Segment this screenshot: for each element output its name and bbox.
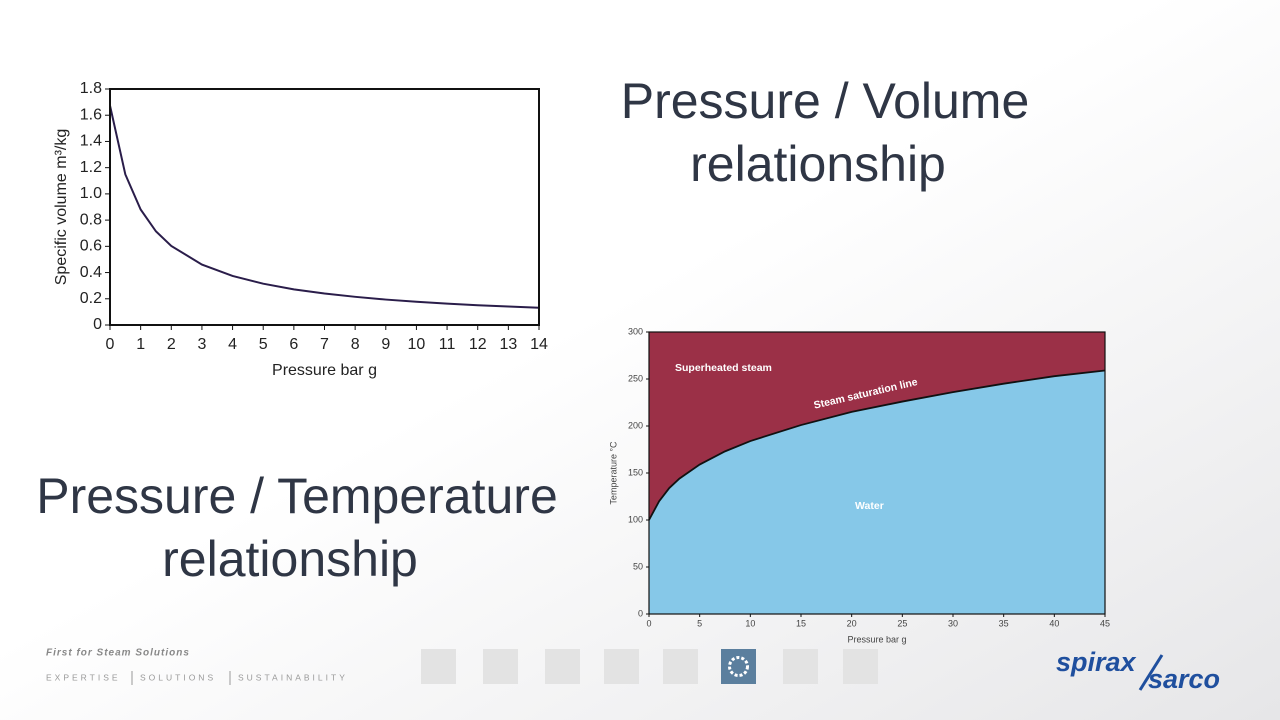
region-label: Water	[855, 500, 884, 512]
y-axis-label: Temperature °C	[608, 441, 618, 505]
y-tick-label: 300	[628, 326, 643, 336]
y-tick-label: 250	[628, 373, 643, 383]
y-tick-label: 0.8	[80, 211, 102, 228]
heading: relationship	[162, 531, 418, 587]
pillar: SOLUTIONS	[140, 672, 216, 682]
y-tick-label: 1.8	[80, 80, 102, 97]
x-tick-label: 10	[745, 618, 755, 628]
y-axis-label: Specific volume m³/kg	[53, 129, 70, 286]
x-tick-label: 10	[408, 336, 426, 353]
x-tick-label: 3	[197, 336, 206, 353]
heading: Pressure / Temperature	[36, 468, 558, 524]
x-tick-label: 15	[796, 618, 806, 628]
nav-icon[interactable]	[483, 649, 518, 684]
y-tick-label: 0	[93, 316, 102, 333]
gear-icon	[728, 656, 749, 677]
x-tick-label: 20	[847, 618, 857, 628]
y-tick-label: 1.0	[80, 185, 102, 202]
x-tick-label: 5	[697, 618, 702, 628]
x-tick-label: 11	[439, 336, 456, 353]
y-tick-label: 0.4	[80, 264, 102, 281]
saturation-line	[648, 369, 1106, 521]
x-tick-label: 7	[320, 336, 329, 353]
x-tick-label: 9	[381, 336, 390, 353]
y-tick-label: 100	[628, 514, 643, 524]
plot-area	[110, 89, 539, 325]
x-tick-label: 45	[1100, 618, 1110, 628]
logo: spirax	[1056, 647, 1137, 677]
y-tick-label: 200	[628, 420, 643, 430]
x-tick-label: 13	[499, 336, 517, 353]
nav-icon[interactable]	[663, 649, 698, 684]
line	[109, 105, 540, 309]
y-tick-label: 1.4	[80, 133, 102, 150]
nav-icon[interactable]	[783, 649, 818, 684]
x-tick-label: 6	[289, 336, 298, 353]
x-tick-label: 35	[999, 618, 1009, 628]
x-tick-label: 14	[530, 336, 548, 353]
x-tick-label: 25	[897, 618, 907, 628]
region-label: Superheated steam	[675, 362, 772, 374]
x-axis-label: Pressure bar g	[847, 634, 906, 644]
logo-slash	[1138, 654, 1164, 691]
nav-icon[interactable]	[843, 649, 878, 684]
x-tick-label: 0	[646, 618, 651, 628]
pillar: EXPERTISE	[46, 672, 121, 682]
tagline: First for Steam Solutions	[46, 648, 190, 659]
heading: relationship	[690, 136, 946, 192]
nav-icon[interactable]	[545, 649, 580, 684]
nav-icon[interactable]	[604, 649, 639, 684]
x-tick-label: 2	[167, 336, 176, 353]
x-tick-label: 5	[259, 336, 268, 353]
chart: 0 1 2 3 4 5 6 7 8 9 10 11 12 13 1400.20.40.60.81.01.21…	[53, 80, 548, 379]
x-tick-label: 30	[948, 618, 958, 628]
x-tick-label: 0	[106, 336, 115, 353]
y-tick-label: 1.6	[80, 106, 102, 123]
x-tick-label: 1	[136, 336, 145, 353]
y-tick-label: 50	[633, 561, 643, 571]
x-tick-label: 40	[1049, 618, 1059, 628]
x-tick-label: 8	[351, 336, 360, 353]
nav-icon-active[interactable]	[721, 649, 756, 684]
footer: First for Steam Solutions EXPERTISE SOLU…	[46, 647, 1220, 694]
pillar: SUSTAINABILITY	[238, 672, 348, 682]
y-tick-label: 0.6	[80, 238, 102, 255]
x-tick-label: 12	[469, 336, 487, 353]
logo: sarco	[1148, 664, 1220, 694]
y-tick-label: 0	[638, 608, 643, 618]
y-tick-label: 1.2	[80, 159, 102, 176]
x-tick-label: 4	[228, 336, 237, 353]
nav-icon[interactable]	[421, 649, 456, 684]
x-axis-label: Pressure bar g	[272, 362, 377, 379]
area	[649, 370, 1105, 614]
y-tick-label: 150	[628, 467, 643, 477]
y-tick-label: 0.2	[80, 290, 102, 307]
heading: Pressure / Volume	[621, 73, 1030, 129]
